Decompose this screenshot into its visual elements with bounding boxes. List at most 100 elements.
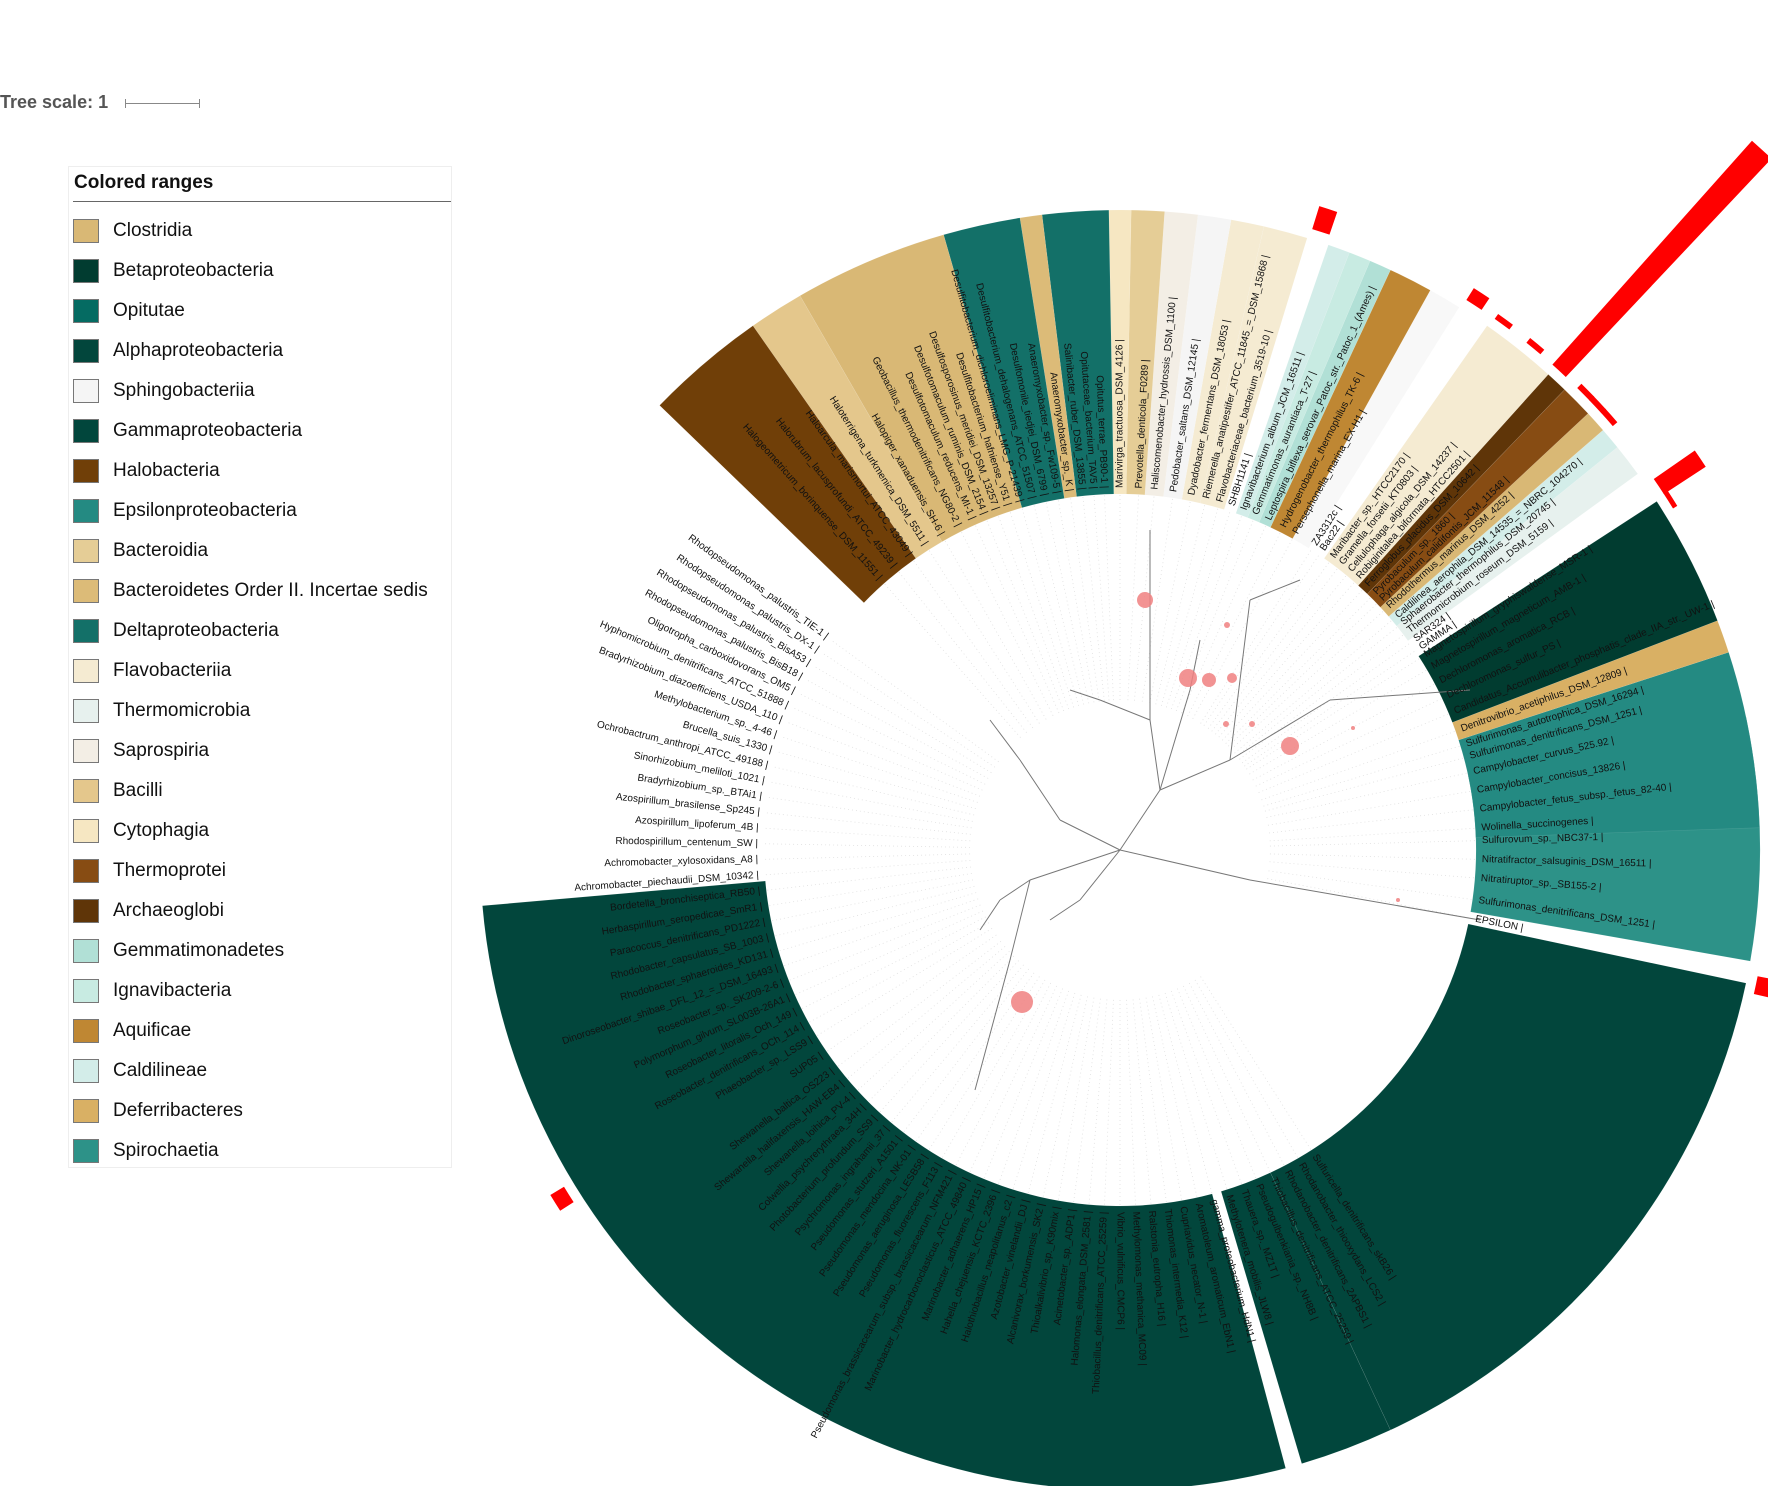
guide-line bbox=[777, 751, 976, 810]
legend-swatch bbox=[73, 899, 99, 923]
bootstrap-node bbox=[1224, 622, 1230, 628]
legend-label: Betaproteobacteria bbox=[113, 260, 274, 281]
guide-line bbox=[1236, 626, 1398, 757]
legend-swatch bbox=[73, 219, 99, 243]
legend-item: Clostridia bbox=[73, 211, 449, 251]
guide-line bbox=[883, 583, 1021, 738]
guide-line bbox=[794, 910, 984, 996]
bootstrap-node bbox=[1137, 592, 1153, 608]
legend-swatch bbox=[73, 819, 99, 843]
bar bbox=[1753, 976, 1768, 998]
guide-line bbox=[768, 873, 972, 907]
colored-range bbox=[1388, 429, 1618, 627]
legend-item: Thermomicrobia bbox=[73, 691, 449, 731]
bar bbox=[1494, 313, 1513, 330]
guide-line bbox=[912, 559, 1034, 729]
branch bbox=[974, 959, 1011, 1091]
guide-line bbox=[1239, 634, 1404, 760]
legend-label: Alphaproteobacteria bbox=[113, 340, 284, 361]
legend-swatch bbox=[73, 979, 99, 1003]
bar bbox=[1653, 450, 1706, 495]
legend-swatch bbox=[73, 779, 99, 803]
colored-range bbox=[1396, 446, 1639, 642]
legend-item: Cytophagia bbox=[73, 811, 449, 851]
branch bbox=[979, 899, 1001, 931]
legend-item: Thermoprotei bbox=[73, 851, 449, 891]
legend-swatch bbox=[73, 1099, 99, 1123]
leaf-label: Sulfurovum_sp._NBC37-1 | bbox=[1482, 832, 1604, 846]
tree-scale-label: Tree scale: 1 bbox=[0, 92, 109, 112]
colored-range bbox=[1323, 325, 1549, 586]
bootstrap-node bbox=[1011, 991, 1033, 1013]
guide-line bbox=[774, 885, 975, 937]
bar bbox=[1312, 206, 1338, 235]
bar bbox=[1589, 395, 1606, 414]
guide-line bbox=[960, 531, 1054, 716]
guide-line bbox=[826, 934, 997, 1052]
colored-range bbox=[1270, 923, 1747, 1431]
guide-line bbox=[806, 679, 989, 779]
colored-range bbox=[1163, 214, 1232, 500]
legend-item: Deltaproteobacteria bbox=[73, 611, 449, 651]
legend-item: Betaproteobacteria bbox=[73, 251, 449, 291]
colored-range bbox=[659, 325, 917, 604]
bar bbox=[550, 1186, 574, 1211]
legend-item: Bacilli bbox=[73, 771, 449, 811]
branch bbox=[1099, 699, 1151, 721]
legend-item: Caldilineae bbox=[73, 1051, 449, 1091]
guide-line bbox=[1269, 827, 1476, 842]
guide-line bbox=[1203, 554, 1320, 726]
legend-swatch bbox=[73, 419, 99, 443]
legend-label: Thermoprotei bbox=[113, 860, 226, 881]
legend-swatch bbox=[73, 939, 99, 963]
legend-label: Bacteroidia bbox=[113, 540, 209, 561]
guide-line bbox=[857, 951, 1010, 1091]
guide-line bbox=[1082, 495, 1105, 701]
branch bbox=[1049, 899, 1081, 921]
legend-label: Gammaproteobacteria bbox=[113, 420, 303, 441]
bootstrap-node bbox=[1202, 673, 1216, 687]
legend-item: Opitutae bbox=[73, 291, 449, 331]
legend-label: Deltaproteobacteria bbox=[113, 620, 279, 641]
branch bbox=[1229, 699, 1331, 761]
bar bbox=[1466, 288, 1490, 310]
guide-line bbox=[997, 515, 1070, 710]
colored-range bbox=[1199, 226, 1308, 510]
guide-line bbox=[1207, 561, 1330, 729]
guide-line bbox=[1042, 996, 1088, 1198]
branch bbox=[1159, 689, 1191, 791]
legend-label: Epsilonproteobacteria bbox=[113, 500, 297, 521]
guide-line bbox=[788, 904, 981, 981]
guide-line bbox=[1215, 575, 1347, 735]
bar-chart-ring bbox=[550, 140, 1768, 1211]
legend-swatch bbox=[73, 259, 99, 283]
guide-line bbox=[1181, 525, 1267, 714]
colored-range bbox=[1366, 389, 1589, 608]
legend-label: Flavobacteriia bbox=[113, 660, 232, 681]
branch bbox=[1079, 849, 1121, 901]
guide-line bbox=[1230, 610, 1384, 750]
legend-item: Archaeoglobi bbox=[73, 891, 449, 931]
branch bbox=[1029, 849, 1121, 881]
guide-line bbox=[1152, 996, 1198, 1198]
guide-line bbox=[1194, 979, 1299, 1159]
legend-label: Bacilli bbox=[113, 780, 163, 801]
legend-swatch bbox=[73, 1139, 99, 1163]
legend-item: Bacteroidia bbox=[73, 531, 449, 571]
colored-range bbox=[1181, 219, 1265, 504]
colored-range bbox=[1108, 209, 1132, 495]
branch bbox=[1119, 789, 1161, 851]
guide-line bbox=[1269, 840, 1476, 847]
guide-line bbox=[1187, 532, 1281, 717]
legend-label: Thermomicrobia bbox=[113, 700, 251, 721]
legend-label: Archaeoglobi bbox=[113, 900, 224, 921]
guide-line bbox=[1183, 985, 1271, 1173]
legend-item: Aquificae bbox=[73, 1011, 449, 1051]
legend-swatch bbox=[73, 579, 99, 603]
guide-line bbox=[1249, 669, 1428, 775]
guide-line bbox=[822, 653, 996, 768]
leaf-label: Nitratifractor_salsuginis_DSM_16511 | bbox=[1482, 854, 1652, 869]
leaf-label: Rhodospirillum_centenum_SW | bbox=[615, 836, 758, 849]
guide-line bbox=[778, 892, 977, 952]
leaf-label: Marivirga_tractuosa_DSM_4126 | bbox=[1115, 339, 1126, 488]
